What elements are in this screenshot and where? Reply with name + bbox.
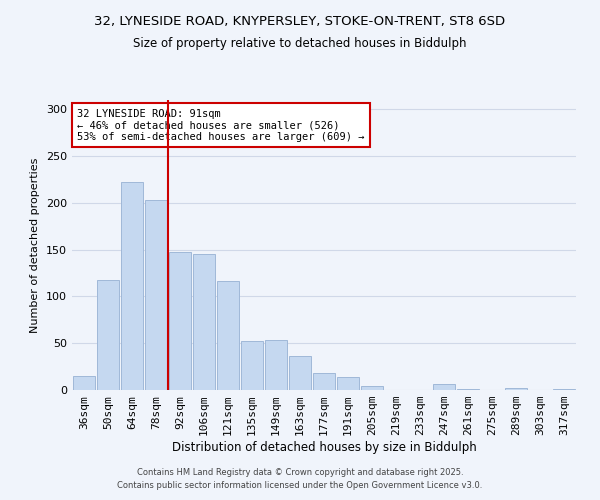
Y-axis label: Number of detached properties: Number of detached properties [31,158,40,332]
Text: Contains HM Land Registry data © Crown copyright and database right 2025.
Contai: Contains HM Land Registry data © Crown c… [118,468,482,490]
Bar [241,342,263,390]
Bar [337,377,359,390]
Text: 32 LYNESIDE ROAD: 91sqm
← 46% of detached houses are smaller (526)
53% of semi-d: 32 LYNESIDE ROAD: 91sqm ← 46% of detache… [77,108,365,142]
Bar [73,376,95,390]
Bar [505,388,527,390]
Bar [121,182,143,390]
Bar [433,384,455,390]
Bar [145,200,167,390]
Bar [361,386,383,390]
X-axis label: Distribution of detached houses by size in Biddulph: Distribution of detached houses by size … [172,441,476,454]
Text: Size of property relative to detached houses in Biddulph: Size of property relative to detached ho… [133,38,467,51]
Bar [553,389,575,390]
Bar [265,340,287,390]
Bar [217,282,239,390]
Bar [97,280,119,390]
Bar [313,373,335,390]
Bar [289,356,311,390]
Bar [169,252,191,390]
Text: 32, LYNESIDE ROAD, KNYPERSLEY, STOKE-ON-TRENT, ST8 6SD: 32, LYNESIDE ROAD, KNYPERSLEY, STOKE-ON-… [94,15,506,28]
Bar [193,254,215,390]
Bar [457,389,479,390]
